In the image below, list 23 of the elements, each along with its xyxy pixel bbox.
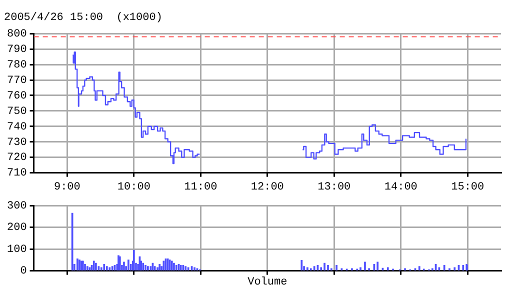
- y-tick-label: 730: [6, 136, 27, 149]
- y-tick-label: 760: [6, 90, 27, 102]
- x-axis-title: Volume: [248, 276, 288, 288]
- y-tick-label: 300: [6, 200, 27, 213]
- x-tick-label: 13:00: [318, 181, 351, 194]
- y-tick-label: 200: [6, 222, 27, 234]
- y-tick-label: 780: [6, 59, 27, 72]
- y-tick-label: 720: [6, 152, 27, 164]
- x-tick-label: 12:00: [250, 181, 284, 194]
- y-tick-label: 0: [20, 266, 27, 278]
- x-tick-label: 9:00: [54, 181, 80, 194]
- y-tick-label: 790: [6, 44, 27, 56]
- y-tick-label: 750: [6, 106, 27, 118]
- chart-title: 2005/4/26 15:00 (x1000): [4, 12, 162, 24]
- y-tick-label: 100: [6, 244, 27, 256]
- y-tick-label: 710: [6, 168, 27, 180]
- x-tick-label: 15:00: [451, 181, 484, 194]
- x-tick-label: 10:00: [117, 181, 150, 194]
- y-tick-label: 770: [6, 74, 27, 87]
- x-tick-label: 14:00: [384, 181, 418, 194]
- y-tick-label: 800: [6, 28, 27, 41]
- y-tick-label: 740: [6, 121, 27, 134]
- x-tick-label: 11:00: [184, 181, 218, 194]
